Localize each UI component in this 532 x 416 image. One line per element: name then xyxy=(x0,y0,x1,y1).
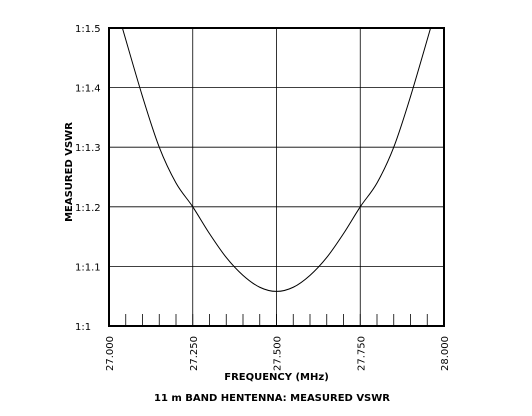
x-axis-title: FREQUENCY (MHz) xyxy=(224,372,329,383)
y-axis-title: MEASURED VSWR xyxy=(64,122,75,222)
x-tick-label: 28.000 xyxy=(440,336,451,371)
chart-caption: 11 m BAND HENTENNA: MEASURED VSWR xyxy=(154,393,390,404)
plot-area-frame xyxy=(108,27,445,327)
y-tick-label: 1:1.5 xyxy=(75,24,101,35)
x-tick-label: 27.250 xyxy=(189,336,200,371)
x-tick-labels: 27.000 27.250 27.500 27.750 28.000 xyxy=(105,336,451,371)
x-tick-label: 27.500 xyxy=(273,336,284,371)
y-tick-label: 1:1.1 xyxy=(75,262,101,273)
y-tick-label: 1:1.4 xyxy=(75,84,101,95)
series-layer xyxy=(121,27,432,292)
y-tick-label: 1:1.3 xyxy=(75,143,101,154)
y-tick-labels: 1:1 1:1.1 1:1.2 1:1.3 1:1.4 1:1.5 xyxy=(75,24,101,333)
x-tick-label: 27.750 xyxy=(356,336,367,371)
y-tick-label: 1:1 xyxy=(75,322,91,333)
x-tick-label: 27.000 xyxy=(105,336,116,371)
grid-lines xyxy=(109,28,444,326)
x-minor-ticks xyxy=(125,314,428,326)
y-tick-label: 1:1.2 xyxy=(75,203,101,214)
vswr-series-line xyxy=(121,27,432,292)
